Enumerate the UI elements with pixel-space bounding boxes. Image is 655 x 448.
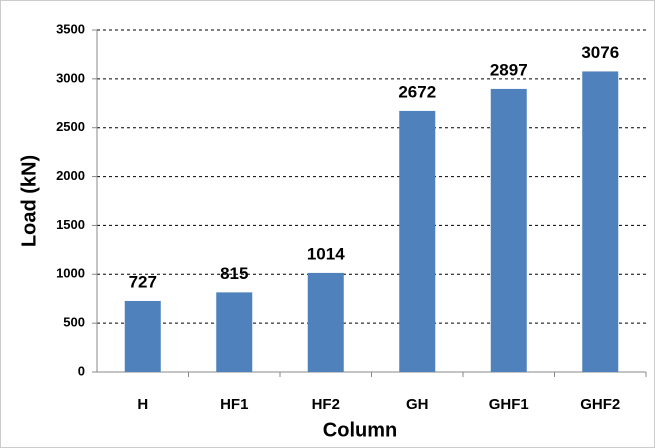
x-tick-label: GHF2 (580, 396, 620, 413)
x-tick-label: HF2 (312, 396, 340, 413)
bar (216, 292, 253, 372)
bar (490, 88, 527, 372)
y-axis-label: Load (kN) (18, 155, 40, 247)
data-label: 1014 (307, 244, 345, 263)
y-tick-label: 3000 (56, 70, 85, 85)
x-tick-label: HF1 (220, 396, 248, 413)
x-tick-label: GH (406, 396, 429, 413)
bar (307, 272, 344, 372)
data-label: 3076 (581, 43, 619, 62)
x-tick-label: GHF1 (489, 396, 529, 413)
data-label: 727 (129, 272, 157, 291)
y-tick-label: 0 (78, 363, 85, 378)
data-label: 815 (220, 264, 248, 283)
x-axis-label: Column (323, 419, 397, 441)
bar (124, 300, 161, 372)
y-tick-label: 3500 (56, 21, 85, 36)
bar (582, 71, 619, 373)
data-label: 2897 (490, 60, 528, 79)
data-label: 2672 (398, 82, 436, 101)
y-tick-label: 1500 (56, 217, 85, 232)
y-tick-label: 500 (63, 315, 85, 330)
bar (399, 110, 436, 373)
y-tick-label: 1000 (56, 266, 85, 281)
y-tick-label: 2500 (56, 119, 85, 134)
y-tick-label: 2000 (56, 168, 85, 183)
x-tick-label: H (137, 396, 148, 413)
